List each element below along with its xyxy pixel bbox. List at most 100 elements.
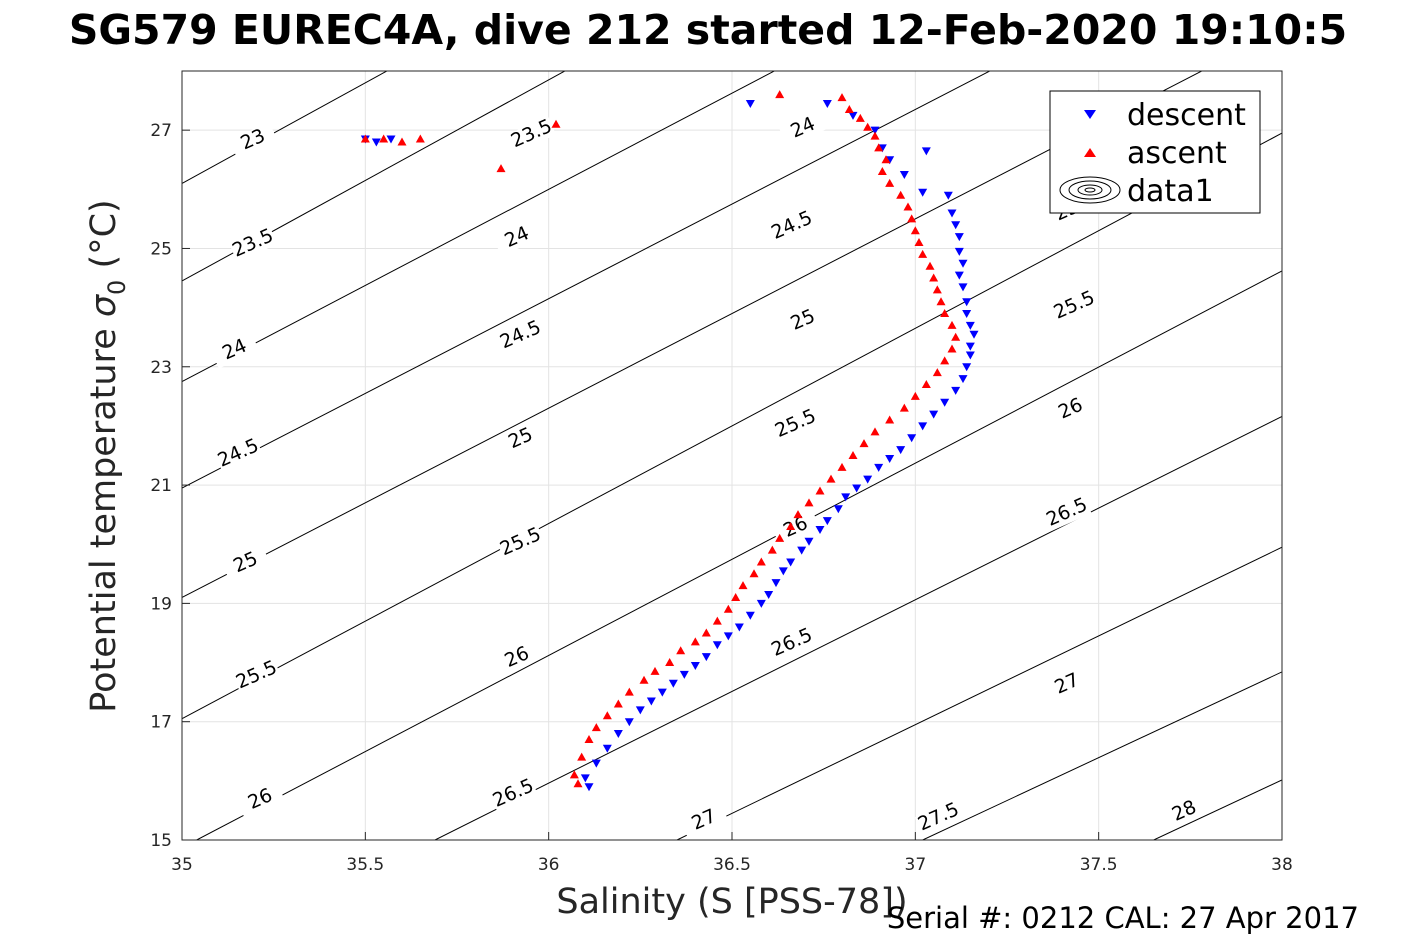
- descent-point: [764, 591, 774, 600]
- ascent-point: [775, 533, 785, 542]
- contour-label-bg: [771, 406, 821, 443]
- descent-point: [954, 233, 964, 242]
- legend-marker-descent: [1084, 110, 1096, 119]
- contour-label-text: 26.5: [1043, 493, 1091, 530]
- descent-point: [951, 386, 961, 395]
- contour-label-bg: [779, 110, 828, 147]
- y-axis-label-sigma: σ: [84, 293, 124, 317]
- ascent-point: [859, 439, 869, 448]
- descent-point: [635, 706, 645, 715]
- y-tick-label: 25: [150, 239, 172, 259]
- y-tick-label: 15: [150, 831, 172, 851]
- y-axis-label-main: Potential temperature: [84, 317, 124, 713]
- contour-label: 26.5: [768, 624, 817, 662]
- y-tick-label: 21: [150, 476, 172, 496]
- ascent-point: [940, 309, 950, 318]
- contour-label-bg: [236, 781, 285, 819]
- contour-label: 26.5: [1043, 493, 1092, 532]
- ascent-point: [910, 226, 920, 235]
- descent-point: [584, 783, 594, 792]
- descent-point: [745, 100, 755, 109]
- ascent-point: [914, 238, 924, 247]
- contour-line-27: [676, 546, 1282, 840]
- ascent-point: [863, 122, 873, 131]
- descent-point: [778, 567, 788, 576]
- contour-label-bg: [771, 509, 821, 546]
- contour-label-text: 26.5: [489, 774, 537, 811]
- y-axis-label-sub: 0: [103, 280, 131, 295]
- ascent-point: [929, 273, 939, 282]
- descent-point: [712, 641, 722, 650]
- contour-label-bg: [768, 625, 817, 662]
- ascent-point: [918, 249, 928, 258]
- contour-line-25: [182, 71, 1203, 598]
- descent-point: [965, 342, 975, 351]
- ascent-point: [925, 261, 935, 270]
- descent-point: [646, 697, 656, 706]
- contour-label: 25: [221, 545, 271, 582]
- contour-label: 24: [493, 219, 542, 257]
- descent-point: [815, 525, 825, 534]
- y-tick-label: 23: [150, 358, 172, 378]
- ascent-point: [723, 604, 733, 613]
- ascent-point: [496, 164, 506, 173]
- contour-label-text: 27.5: [915, 798, 963, 835]
- contour-label-text: 26.5: [768, 624, 816, 661]
- ascent-point: [885, 415, 895, 424]
- ascent-point: [551, 119, 561, 128]
- contour-label-text: 24.5: [768, 207, 816, 244]
- contour-label-bg: [232, 657, 282, 694]
- descent-point: [918, 188, 928, 197]
- descent-point: [958, 283, 968, 292]
- descent-point: [804, 537, 814, 546]
- contour-label: 24.5: [497, 316, 546, 354]
- descent-point: [723, 632, 733, 641]
- ascent-point: [573, 779, 583, 788]
- ascent-point: [786, 521, 796, 530]
- descent-point: [580, 774, 590, 783]
- ascent-point: [602, 711, 612, 720]
- contour-label-bg: [914, 799, 964, 836]
- contour-label: 25.5: [496, 523, 546, 561]
- contour-label: 27: [1043, 666, 1092, 703]
- contour-line-28: [1153, 779, 1282, 840]
- ascent-point: [775, 90, 785, 99]
- contour-line-26: [196, 270, 1282, 840]
- contour-label: 27.5: [914, 798, 964, 836]
- contour-label-bg: [1046, 391, 1096, 428]
- contour-label-bg: [507, 116, 557, 153]
- x-tick-label: 37.5: [1080, 855, 1118, 875]
- x-tick-label: 36.5: [713, 855, 751, 875]
- contour-label: 23.5: [229, 224, 278, 262]
- contour-label-bg: [210, 332, 260, 369]
- legend-label-ascent: ascent: [1127, 136, 1227, 171]
- contour-label-bg: [493, 639, 542, 677]
- contour-line-23.5: [182, 71, 566, 282]
- y-tick-label: 19: [150, 594, 172, 614]
- descent-point: [841, 493, 851, 502]
- descent-point: [885, 454, 895, 463]
- contour-label-bg: [496, 524, 546, 561]
- contour-label: 25.5: [232, 656, 282, 694]
- ascent-point: [921, 380, 931, 389]
- ascent-point: [756, 557, 766, 566]
- ascent-point: [844, 104, 854, 113]
- ascent-point: [738, 581, 748, 590]
- descent-point: [591, 759, 601, 768]
- contour-label-text: 25.5: [772, 405, 820, 442]
- chart-title: SG579 EUREC4A, dive 212 started 12-Feb-2…: [69, 6, 1347, 54]
- descent-point: [797, 546, 807, 555]
- contour-label-text: 25.5: [1050, 286, 1098, 323]
- contour-label: 24.5: [214, 434, 263, 472]
- serial-cal-footer: Serial #: 0212 CAL: 27 Apr 2017: [887, 901, 1359, 935]
- contour-label: 26: [1046, 391, 1096, 428]
- descent-point: [822, 517, 832, 526]
- ascent-point: [701, 628, 711, 637]
- contour-label: 24.5: [768, 207, 817, 245]
- contour-label-bg: [214, 435, 263, 472]
- descent-point: [863, 475, 873, 484]
- descent-point: [951, 221, 961, 230]
- contour-label: 26.5: [489, 774, 538, 813]
- contour-label-bg: [680, 802, 729, 839]
